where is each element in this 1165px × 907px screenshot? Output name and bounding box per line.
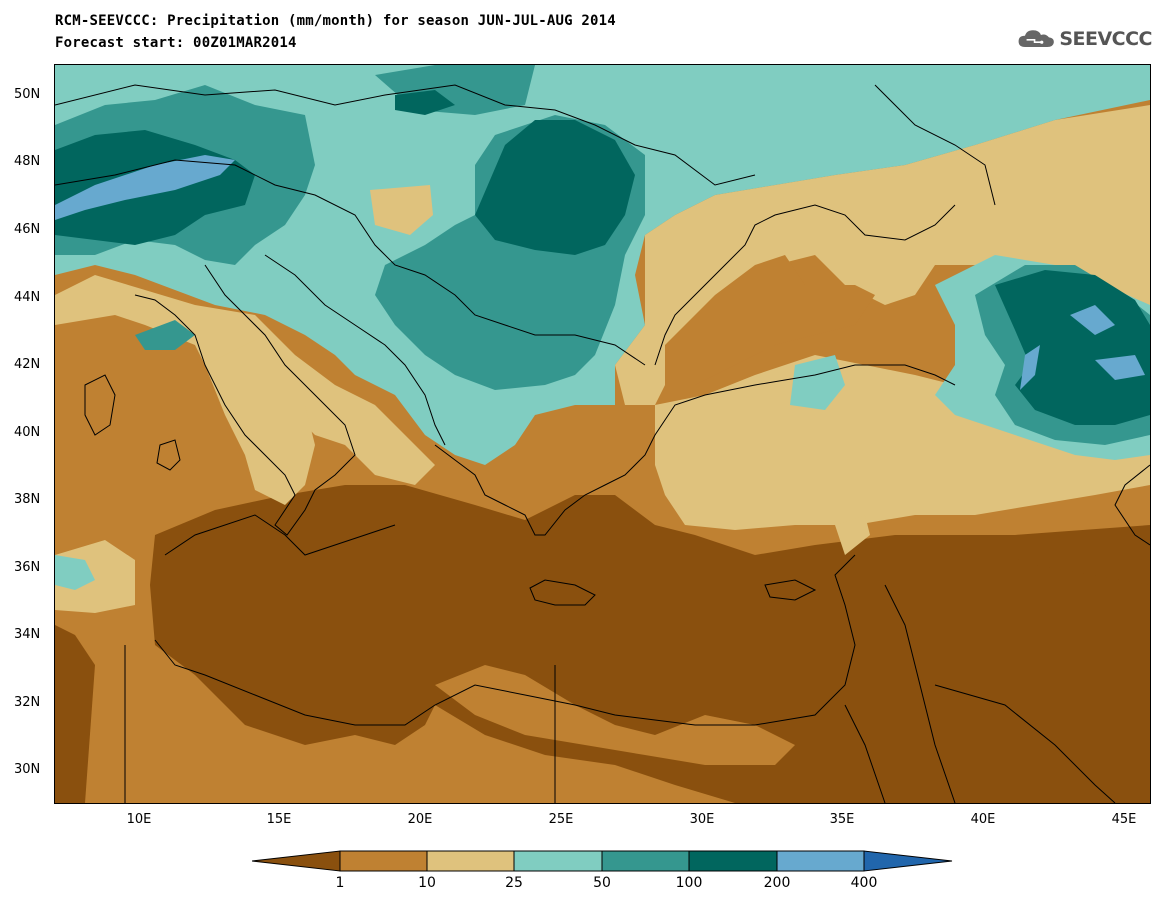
lat-label: 38N (14, 492, 41, 507)
precip-zone-200-400 (1095, 355, 1145, 380)
precip-zone-100-200 (395, 90, 455, 115)
colorbar-label: 100 (675, 875, 703, 891)
precip-zone-200-400 (55, 155, 235, 220)
coastlines (55, 84, 1150, 803)
lon-label: 45E (1111, 812, 1137, 827)
precip-zone-25-50 (55, 555, 95, 590)
lat-label: 50N (14, 87, 41, 102)
precipitation-map (54, 64, 1151, 804)
lat-label: 46N (14, 222, 41, 237)
precip-zone-10-25 (835, 515, 870, 555)
precip-zone-10-25 (205, 335, 315, 505)
lat-label: 48N (14, 154, 41, 169)
lon-label: 10E (126, 812, 152, 827)
precip-zone-10-25 (55, 540, 135, 613)
colorbar-label: 400 (850, 875, 878, 891)
cloud-icon (1018, 30, 1054, 47)
forecast-start-label: Forecast start: 00Z01MAR2014 (55, 35, 297, 51)
lat-label: 44N (14, 290, 41, 305)
colorbar (252, 850, 953, 872)
lat-label: 40N (14, 425, 41, 440)
colorbar-label: 50 (593, 875, 611, 891)
lon-label: 25E (548, 812, 574, 827)
colorbar-swatch (688, 850, 778, 872)
colorbar-swatch (252, 850, 341, 872)
lat-label: 30N (14, 762, 41, 777)
colorbar-swatch (339, 850, 428, 872)
lon-label: 20E (407, 812, 433, 827)
precip-zone-200-400 (1020, 345, 1040, 390)
logo-text: SEEVCCC (1059, 28, 1152, 50)
lat-label: 32N (14, 695, 41, 710)
map-canvas (55, 65, 1150, 803)
colorbar-swatch (426, 850, 515, 872)
lon-label: 30E (689, 812, 715, 827)
precip-zone-100-200 (995, 270, 1150, 425)
colorbar-label: 200 (763, 875, 791, 891)
precip-zone-25-50 (790, 355, 845, 410)
map-title: RCM-SEEVCCC: Precipitation (mm/month) fo… (55, 13, 616, 29)
colorbar-label: 1 (335, 875, 345, 891)
colorbar-swatch (601, 850, 690, 872)
lon-label: 40E (970, 812, 996, 827)
precip-zone-50-100 (135, 320, 195, 350)
lat-label: 42N (14, 357, 41, 372)
precip-zone-100-200 (475, 120, 635, 255)
precip-zone-10-25 (615, 105, 1150, 405)
precip-zone-200-400 (1070, 305, 1115, 335)
colorbar-swatch (513, 850, 603, 872)
colorbar-swatch (776, 850, 865, 872)
lat-label: 34N (14, 627, 41, 642)
colorbar-label: 25 (505, 875, 523, 891)
lon-label: 15E (266, 812, 292, 827)
colorbar-label: 10 (418, 875, 436, 891)
precip-zone-lt1 (865, 535, 1150, 803)
seevccc-logo: SEEVCCC (1017, 22, 1152, 56)
lat-label: 36N (14, 560, 41, 575)
lon-label: 35E (829, 812, 855, 827)
colorbar-swatch (863, 850, 953, 872)
precip-zone-10-25 (655, 355, 1150, 530)
precip-zone-lt1 (55, 625, 95, 803)
